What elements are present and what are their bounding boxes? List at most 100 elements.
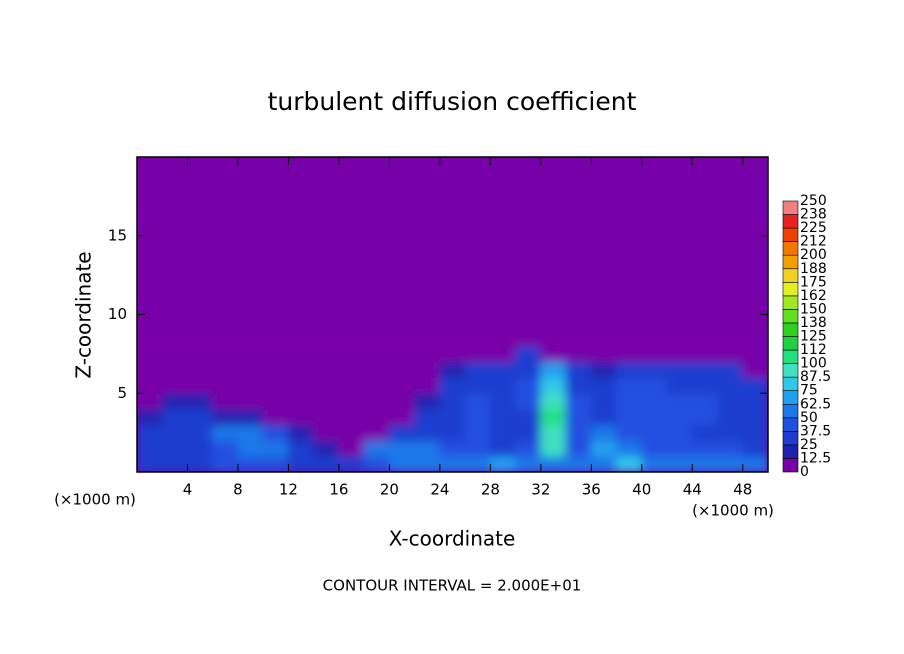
field-cell (338, 424, 365, 441)
field-cell (464, 345, 491, 363)
field-cell (464, 329, 491, 347)
colorbar-label: 0 (800, 464, 809, 480)
x-tick-label: 28 (481, 481, 500, 499)
field-cell (287, 392, 315, 410)
field-cell (137, 392, 163, 410)
field-cell (616, 361, 643, 378)
field-cell (515, 345, 542, 363)
x-tick-label: 8 (233, 481, 243, 499)
field-cell (464, 377, 491, 394)
field-cell (439, 377, 466, 394)
field-cell (666, 455, 693, 472)
colorbar-band (782, 417, 799, 432)
colorbar-band (782, 444, 799, 459)
field-cell (489, 361, 517, 378)
field-cell (262, 329, 289, 347)
field-cell (666, 345, 693, 363)
field-cell (439, 424, 466, 441)
field-cell (641, 377, 668, 394)
colorbar-label: 25 (800, 437, 818, 453)
field-cell (212, 440, 239, 457)
field-cell (137, 440, 163, 457)
colorbar-label: 212 (800, 234, 827, 250)
field-cell (137, 345, 163, 363)
field-cell (363, 392, 390, 410)
field-cell (616, 424, 643, 441)
field-cell (363, 424, 390, 441)
colorbar-label: 188 (800, 261, 827, 277)
field-cell (338, 329, 365, 347)
field-cell (565, 424, 592, 441)
colorbar-band (782, 431, 799, 446)
field-cell (515, 408, 542, 426)
field-cell (691, 424, 719, 441)
field-cell (489, 345, 517, 363)
field-cell (186, 392, 214, 410)
field-cell (237, 377, 264, 394)
field-cell (641, 455, 668, 472)
field-cell (590, 329, 618, 347)
field-cell (742, 345, 768, 363)
field-cell (717, 408, 744, 426)
field-cell (489, 424, 517, 441)
field-cell (565, 377, 592, 394)
field-cell (262, 377, 289, 394)
field-cell (313, 361, 340, 378)
colorbar-label: 37.5 (800, 423, 831, 439)
field-cell (313, 440, 340, 457)
field-cell (565, 408, 592, 426)
field-cell (186, 408, 214, 426)
field-cell (565, 345, 592, 363)
field-cell (287, 329, 315, 347)
field-cell (439, 408, 466, 426)
field-cell (565, 361, 592, 378)
field-cell (717, 440, 744, 457)
field-cell (137, 361, 163, 378)
field-cell (489, 440, 517, 457)
field-cell (641, 440, 668, 457)
field-cell (641, 361, 668, 378)
field-cell (666, 392, 693, 410)
field-cell (515, 424, 542, 441)
colorbar-label: 175 (800, 274, 827, 290)
colorbar-band (782, 322, 799, 337)
field-cell (237, 345, 264, 363)
x-tick-label: 44 (683, 481, 702, 499)
field-cell (691, 440, 719, 457)
field-cell (237, 440, 264, 457)
field-cell (515, 361, 542, 378)
field-cell (540, 361, 567, 378)
field-cell (338, 408, 365, 426)
field-cell (313, 392, 340, 410)
field-cell (691, 408, 719, 426)
field-cell (590, 424, 618, 441)
field-cell (186, 345, 214, 363)
field-cell (338, 361, 365, 378)
colorbar-band (782, 403, 799, 419)
field-cell (338, 392, 365, 410)
field-cell (590, 361, 618, 378)
colorbar-band (782, 349, 799, 364)
footer: CONTOUR INTERVAL = 2.000E+01 (323, 577, 582, 595)
colorbar-label: 138 (800, 315, 827, 331)
y-tick-label: 10 (108, 305, 127, 323)
field-cell (388, 424, 416, 441)
field-cell (565, 440, 592, 457)
field-cell (666, 424, 693, 441)
field-cell (237, 455, 264, 472)
colorbar-label: 87.5 (800, 369, 831, 385)
field-cell (186, 424, 214, 441)
field-cell (186, 329, 214, 347)
colorbar-label: 162 (800, 288, 827, 304)
field-cell (691, 455, 719, 472)
field-cell (515, 455, 542, 472)
field-cell (489, 329, 517, 347)
field-cell (590, 377, 618, 394)
field-cell (540, 440, 567, 457)
field-cell (363, 361, 390, 378)
colorbar-band (782, 295, 799, 310)
x-axis-label: X-coordinate (389, 527, 516, 551)
field-cell (742, 361, 768, 378)
field-cell (262, 392, 289, 410)
